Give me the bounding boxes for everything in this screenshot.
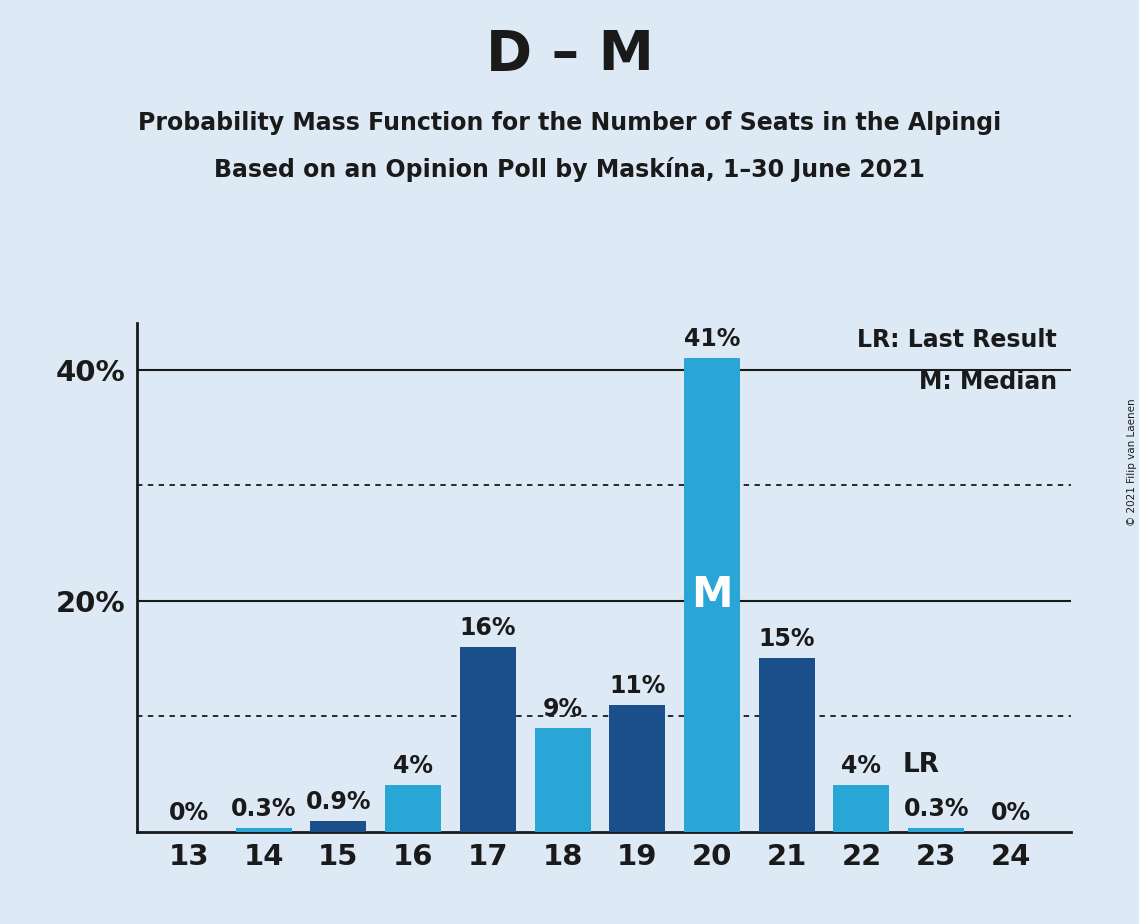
- Bar: [534, 728, 591, 832]
- Text: M: Median: M: Median: [918, 370, 1057, 394]
- Bar: [311, 821, 367, 832]
- Bar: [759, 658, 814, 832]
- Text: LR: Last Result: LR: Last Result: [857, 328, 1057, 352]
- Bar: [609, 704, 665, 832]
- Bar: [834, 785, 890, 832]
- Text: 16%: 16%: [460, 616, 516, 639]
- Text: 15%: 15%: [759, 627, 816, 651]
- Text: 0%: 0%: [991, 801, 1031, 824]
- Text: 41%: 41%: [683, 327, 740, 351]
- Bar: [385, 785, 441, 832]
- Text: M: M: [691, 574, 732, 615]
- Text: D – M: D – M: [485, 28, 654, 81]
- Bar: [236, 828, 292, 832]
- Text: 11%: 11%: [609, 674, 665, 698]
- Text: 0%: 0%: [169, 801, 210, 824]
- Bar: [460, 647, 516, 832]
- Text: 0.9%: 0.9%: [305, 790, 371, 814]
- Bar: [908, 828, 965, 832]
- Text: 4%: 4%: [842, 755, 882, 778]
- Text: 4%: 4%: [393, 755, 433, 778]
- Text: LR: LR: [902, 752, 940, 778]
- Text: Based on an Opinion Poll by Maskína, 1–30 June 2021: Based on an Opinion Poll by Maskína, 1–3…: [214, 157, 925, 182]
- Text: 0.3%: 0.3%: [231, 797, 296, 821]
- Bar: [685, 358, 740, 832]
- Text: 0.3%: 0.3%: [903, 797, 969, 821]
- Text: 9%: 9%: [542, 697, 583, 721]
- Text: © 2021 Filip van Laenen: © 2021 Filip van Laenen: [1126, 398, 1137, 526]
- Text: Probability Mass Function for the Number of Seats in the Alpingi: Probability Mass Function for the Number…: [138, 111, 1001, 135]
